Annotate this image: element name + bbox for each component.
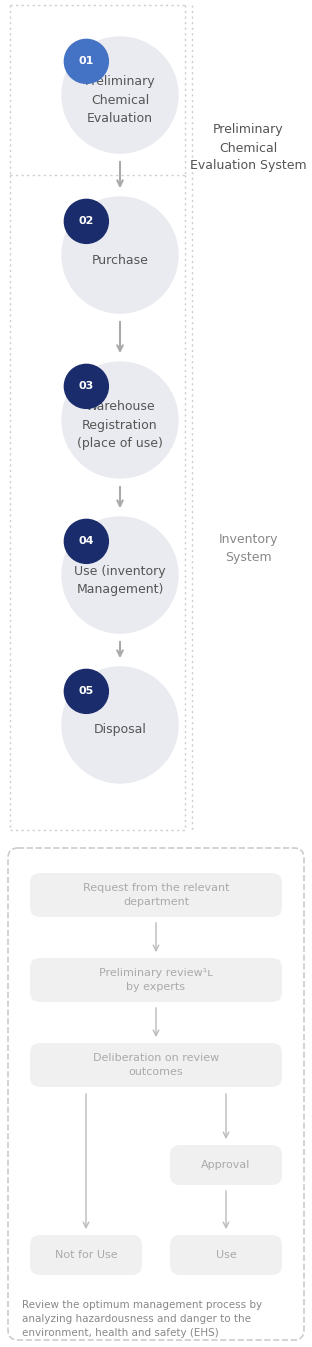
Text: Use (inventory
Management): Use (inventory Management) (74, 564, 166, 595)
FancyBboxPatch shape (30, 873, 282, 917)
FancyBboxPatch shape (8, 849, 304, 1340)
Text: 01: 01 (79, 57, 94, 66)
Text: Request from the relevant
department: Request from the relevant department (83, 884, 229, 907)
Circle shape (64, 669, 108, 714)
Text: Disposal: Disposal (94, 723, 146, 737)
FancyBboxPatch shape (170, 1145, 282, 1185)
FancyBboxPatch shape (30, 1043, 282, 1087)
Text: 04: 04 (79, 536, 94, 547)
Text: Warehouse
Registration
(place of use): Warehouse Registration (place of use) (77, 400, 163, 450)
Circle shape (62, 197, 178, 313)
FancyBboxPatch shape (170, 1235, 282, 1276)
Text: Preliminary
Chemical
Evaluation: Preliminary Chemical Evaluation (85, 75, 155, 124)
Circle shape (62, 667, 178, 783)
Circle shape (64, 39, 108, 84)
Text: Not for Use: Not for Use (55, 1250, 117, 1259)
Circle shape (62, 362, 178, 478)
Circle shape (62, 36, 178, 154)
Circle shape (64, 520, 108, 563)
Text: Review the optimum management process by
analyzing hazardousness and danger to t: Review the optimum management process by… (22, 1300, 262, 1338)
Circle shape (64, 199, 108, 244)
FancyBboxPatch shape (30, 1235, 142, 1276)
Text: Preliminary review¹ʟ
by experts: Preliminary review¹ʟ by experts (99, 968, 213, 991)
Text: Deliberation on review
outcomes: Deliberation on review outcomes (93, 1053, 219, 1076)
Circle shape (64, 364, 108, 408)
Text: Preliminary
Chemical
Evaluation System: Preliminary Chemical Evaluation System (190, 124, 306, 172)
Text: Purchase: Purchase (91, 253, 149, 267)
Text: Approval: Approval (201, 1160, 251, 1171)
Text: 05: 05 (79, 687, 94, 696)
Text: Use: Use (216, 1250, 236, 1259)
Text: Inventory
System: Inventory System (218, 532, 278, 563)
Text: 03: 03 (79, 381, 94, 392)
Text: 02: 02 (79, 217, 94, 226)
Circle shape (62, 517, 178, 633)
FancyBboxPatch shape (30, 958, 282, 1002)
